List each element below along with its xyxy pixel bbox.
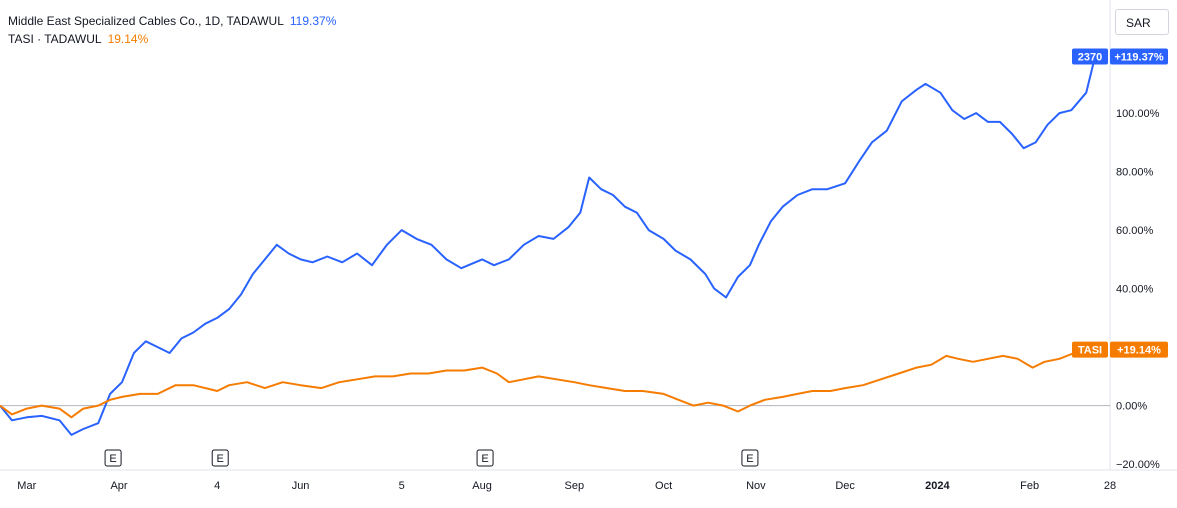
x-tick-label: Mar — [17, 480, 36, 492]
stock-last-label-badge — [1072, 48, 1108, 65]
currency-button[interactable]: SAR — [1115, 9, 1169, 35]
x-tick-label: Oct — [655, 480, 672, 492]
index-last-value-badge — [1110, 341, 1168, 358]
legend-row-index[interactable]: TASI · TADAWUL 19.14% — [8, 30, 336, 48]
stock-last-label-text: 2370 — [1078, 51, 1102, 63]
x-tick-label: 5 — [399, 480, 405, 492]
y-tick-label: 100.00% — [1116, 108, 1160, 120]
stock-last-value-badge — [1110, 48, 1168, 65]
chart-legend: Middle East Specialized Cables Co., 1D, … — [8, 12, 336, 48]
x-tick-label: 2024 — [925, 480, 950, 492]
y-tick-label: 80.00% — [1116, 167, 1154, 179]
earnings-marker-label: E — [481, 453, 488, 465]
x-tick-label: 28 — [1104, 480, 1116, 492]
index-series-line — [0, 348, 1096, 419]
earnings-marker-label: E — [217, 453, 224, 465]
earnings-marker[interactable] — [104, 449, 122, 467]
x-tick-label: Sep — [565, 480, 585, 492]
earnings-marker[interactable] — [211, 449, 229, 467]
x-tick-label: Feb — [1020, 480, 1039, 492]
stock-series-line — [0, 56, 1097, 436]
earnings-marker-label: E — [109, 453, 116, 465]
x-tick-label: Aug — [472, 480, 492, 492]
legend-index-value: 19.14% — [107, 32, 149, 46]
legend-stock-label: Middle East Specialized Cables Co., 1D, … — [8, 14, 284, 28]
legend-row-stock[interactable]: Middle East Specialized Cables Co., 1D, … — [8, 12, 336, 30]
x-tick-label: Jun — [292, 480, 310, 492]
earnings-marker-label: E — [746, 453, 753, 465]
y-tick-label: 60.00% — [1116, 225, 1154, 237]
x-tick-label: 4 — [214, 480, 220, 492]
y-tick-label: −20.00% — [1116, 459, 1160, 471]
legend-index-label: TASI · TADAWUL — [8, 32, 102, 46]
y-tick-label: 40.00% — [1116, 284, 1154, 296]
y-tick-label: 0.00% — [1116, 401, 1147, 413]
x-tick-label: Dec — [835, 480, 855, 492]
index-last-label-badge — [1072, 341, 1108, 358]
index-last-label-text: TASI — [1078, 345, 1102, 357]
x-tick-label: Nov — [746, 480, 766, 492]
stock-last-value-text: +119.37% — [1114, 51, 1163, 63]
index-last-value-text: +19.14% — [1117, 345, 1161, 357]
x-tick-label: Apr — [110, 480, 127, 492]
legend-stock-value: 119.37% — [289, 14, 337, 28]
earnings-marker[interactable] — [476, 449, 494, 467]
earnings-marker[interactable] — [741, 449, 759, 467]
